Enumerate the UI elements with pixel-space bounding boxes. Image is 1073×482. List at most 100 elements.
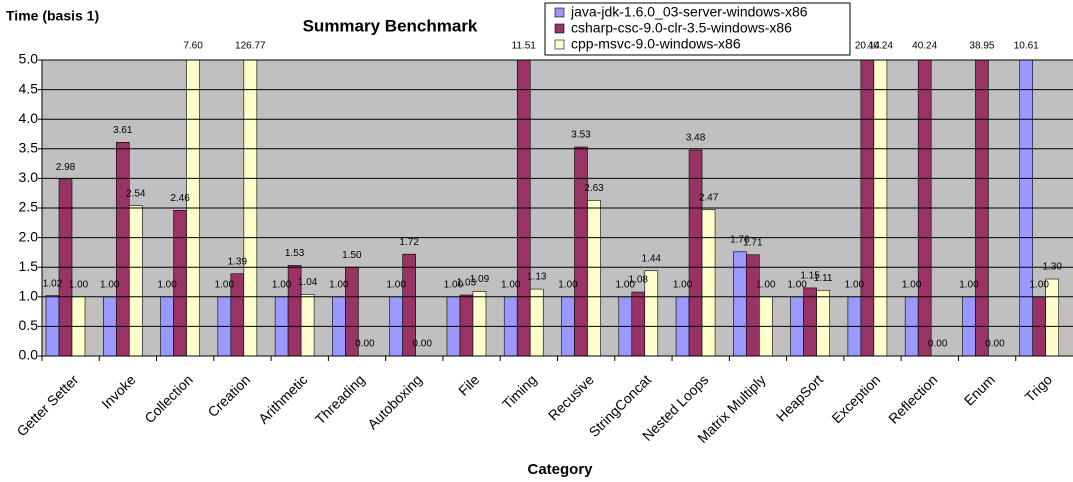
- legend-label: cpp-msvc-9.0-windows-x86: [571, 36, 741, 52]
- value-label: 20.14: [855, 41, 880, 52]
- y-tick-label: 0.0: [19, 347, 39, 363]
- value-label: 1.00: [673, 279, 693, 290]
- bar: [1045, 278, 1060, 356]
- y-tick-label: 2.0: [19, 228, 39, 244]
- value-label: 126.77: [235, 41, 266, 52]
- y-tick-label: 4.5: [19, 80, 39, 96]
- bar: [45, 295, 60, 356]
- value-label: 1.44: [642, 253, 662, 264]
- y-tick-label: 3.5: [19, 140, 39, 156]
- bar: [529, 288, 544, 356]
- chart-title: Summary Benchmark: [303, 16, 478, 35]
- bar: [459, 294, 474, 356]
- value-label: 1.09: [470, 274, 490, 285]
- value-label: 0.00: [928, 339, 948, 350]
- value-label: 1.00: [845, 279, 865, 290]
- value-label: 1.76: [730, 234, 750, 245]
- value-label: 1.00: [756, 279, 776, 290]
- value-label: 1.08: [629, 275, 649, 286]
- value-label: 2.47: [699, 192, 719, 203]
- value-label: 1.00: [959, 279, 979, 290]
- value-label: 2.54: [126, 188, 146, 199]
- x-tick-label: Exception: [828, 371, 883, 426]
- legend-swatch: [554, 7, 565, 18]
- value-label: 3.53: [571, 130, 591, 141]
- value-label: 1.39: [228, 256, 248, 267]
- value-label: 38.95: [969, 41, 994, 52]
- value-label: 1.30: [1042, 262, 1062, 273]
- value-label: 1.13: [527, 272, 547, 283]
- value-label: 1.00: [1029, 279, 1049, 290]
- y-tick-label: 1.5: [19, 258, 39, 274]
- y-tick-label: 0.5: [19, 317, 39, 333]
- legend-box: [544, 2, 851, 56]
- value-label: 1.00: [100, 279, 120, 290]
- value-label: 1.00: [787, 279, 807, 290]
- legend-label: csharp-csc-9.0-clr-3.5-windows-x86: [571, 20, 792, 36]
- legend-swatch: [554, 39, 565, 50]
- y-tick-label: 2.5: [19, 199, 39, 215]
- legend-label: java-jdk-1.6.0_03-server-windows-x86: [570, 4, 808, 20]
- value-label: 1.15: [800, 271, 820, 282]
- x-tick-label: Getter Setter: [13, 371, 81, 439]
- bar: [472, 291, 487, 356]
- value-label: 0.00: [355, 339, 375, 350]
- bar: [644, 270, 659, 356]
- value-label: 1.11: [814, 273, 833, 284]
- y-axis-title: Time (basis 1): [6, 8, 99, 24]
- x-tick-label: HeapSort: [773, 371, 826, 424]
- bar: [300, 294, 315, 356]
- y-tick-label: 3.0: [19, 169, 39, 185]
- bar: [128, 205, 143, 356]
- value-label: 1.00: [272, 279, 292, 290]
- value-label: 1.00: [215, 279, 235, 290]
- x-tick-label: Threading: [312, 371, 368, 427]
- bar: [58, 179, 73, 356]
- bar: [631, 291, 646, 356]
- x-tick-label: Enum: [961, 371, 998, 408]
- y-tick-label: 5.0: [19, 51, 39, 67]
- bar: [587, 200, 601, 356]
- value-label: 2.98: [56, 162, 76, 173]
- x-tick-label: Reflection: [885, 371, 940, 426]
- value-label: 1.04: [298, 277, 318, 288]
- value-label: 1.72: [399, 237, 419, 248]
- value-label: 1.00: [558, 279, 578, 290]
- y-tick-label: 4.0: [19, 110, 39, 126]
- x-tick-label: File: [455, 371, 482, 398]
- bar: [115, 141, 130, 356]
- value-label: 1.00: [902, 279, 922, 290]
- bar: [701, 209, 716, 356]
- x-tick-label: Autoboxing: [364, 371, 425, 432]
- value-label: 10.61: [1014, 41, 1039, 52]
- value-label: 1.50: [342, 250, 362, 261]
- x-tick-label: Arithmetic: [255, 371, 310, 426]
- x-tick-label: Creation: [204, 371, 253, 420]
- value-label: 1.03: [457, 278, 477, 289]
- value-label: 1.00: [444, 279, 464, 290]
- value-label: 7.60: [183, 41, 203, 52]
- y-tick-label: 1.0: [19, 288, 39, 304]
- value-label: 0.00: [412, 339, 432, 350]
- value-label: 11.51: [512, 41, 537, 52]
- value-label: 1.00: [501, 279, 521, 290]
- bar: [688, 149, 703, 356]
- x-tick-label: Collection: [141, 371, 196, 426]
- value-label: 40.24: [912, 41, 937, 52]
- value-label: 1.00: [329, 279, 349, 290]
- bar: [746, 254, 760, 356]
- bar: [803, 287, 817, 356]
- value-label: 3.61: [113, 125, 133, 136]
- x-tick-label: Timing: [499, 371, 540, 412]
- value-label: 1.00: [157, 279, 177, 290]
- x-tick-label: Trigo: [1022, 371, 1056, 405]
- x-tick-label: Invoke: [98, 371, 139, 412]
- x-axis-title: Category: [527, 461, 593, 478]
- value-label: 1.00: [386, 279, 406, 290]
- value-label: 1.02: [43, 278, 63, 289]
- x-tick-label: Recusive: [545, 371, 597, 423]
- value-label: 1.71: [743, 237, 763, 248]
- value-label: 3.48: [686, 133, 706, 144]
- value-label: 2.46: [170, 193, 190, 204]
